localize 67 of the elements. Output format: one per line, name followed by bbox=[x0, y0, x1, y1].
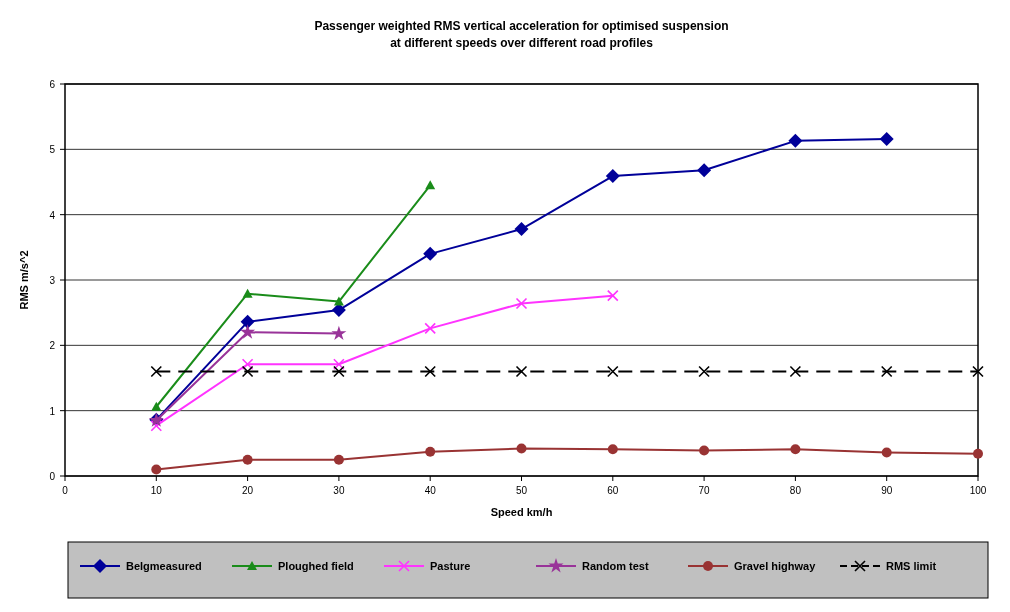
x-tick-label: 50 bbox=[515, 485, 528, 496]
point bbox=[607, 289, 619, 302]
point bbox=[423, 246, 438, 261]
y-tick-label: 4 bbox=[49, 209, 56, 221]
point bbox=[607, 365, 619, 378]
point bbox=[605, 169, 620, 184]
y-tick-label: 0 bbox=[49, 471, 56, 482]
x-tick-label: 80 bbox=[789, 485, 802, 496]
point bbox=[151, 401, 162, 411]
point bbox=[331, 325, 347, 340]
legend-label: Pasture bbox=[430, 560, 471, 572]
point bbox=[240, 324, 256, 339]
y-axis-title: RMS m/s^2 bbox=[18, 250, 30, 310]
x-tick-label: 30 bbox=[333, 485, 345, 496]
point bbox=[879, 131, 894, 146]
point bbox=[607, 444, 618, 455]
legend-label: RMS limit bbox=[886, 560, 937, 572]
point bbox=[150, 365, 163, 378]
point bbox=[241, 365, 254, 378]
y-tick-label: 5 bbox=[49, 144, 56, 156]
point bbox=[333, 454, 344, 465]
x-tick-label: 40 bbox=[424, 485, 437, 496]
point bbox=[698, 365, 710, 378]
point bbox=[242, 454, 253, 465]
legend-label: Random test bbox=[582, 560, 649, 572]
point bbox=[515, 365, 528, 378]
x-tick-label: 70 bbox=[698, 485, 711, 496]
x-tick-label: 90 bbox=[881, 485, 893, 496]
point bbox=[333, 358, 345, 371]
x-tick-label: 20 bbox=[242, 485, 254, 496]
point bbox=[973, 448, 983, 459]
y-tick-label: 6 bbox=[49, 79, 56, 90]
x-tick-label: 60 bbox=[607, 485, 619, 496]
point bbox=[880, 365, 893, 378]
point bbox=[789, 365, 802, 378]
y-tick-label: 1 bbox=[49, 405, 56, 417]
y-tick-label: 3 bbox=[49, 275, 56, 286]
point bbox=[424, 365, 436, 378]
point bbox=[333, 365, 345, 378]
point bbox=[425, 180, 436, 190]
legend-label: Ploughed field bbox=[278, 560, 354, 572]
point bbox=[516, 443, 527, 454]
point bbox=[331, 303, 346, 318]
point bbox=[881, 447, 892, 458]
x-tick-label: 10 bbox=[150, 485, 163, 496]
point bbox=[972, 365, 984, 378]
point bbox=[151, 464, 162, 475]
point bbox=[425, 446, 436, 457]
x-tick-label: 100 bbox=[969, 485, 987, 496]
point bbox=[699, 445, 710, 456]
legend-label: Belgmeasured bbox=[126, 560, 202, 572]
point bbox=[790, 444, 801, 455]
point bbox=[424, 322, 436, 335]
point bbox=[788, 133, 803, 148]
point bbox=[333, 296, 344, 306]
point bbox=[697, 163, 712, 178]
point bbox=[241, 358, 254, 371]
point bbox=[242, 288, 253, 298]
x-tick-label: 0 bbox=[62, 485, 69, 496]
legend-label: Gravel highway bbox=[734, 560, 817, 572]
point bbox=[150, 419, 163, 432]
point bbox=[514, 222, 529, 237]
point bbox=[515, 297, 528, 310]
x-axis-title: Speed km/h bbox=[490, 506, 553, 518]
chart-title: Passenger weighted RMS vertical acceleration for optimised suspension at different speeds over different road profiles bbox=[314, 19, 729, 50]
y-tick-label: 2 bbox=[49, 340, 56, 352]
point bbox=[240, 314, 255, 329]
